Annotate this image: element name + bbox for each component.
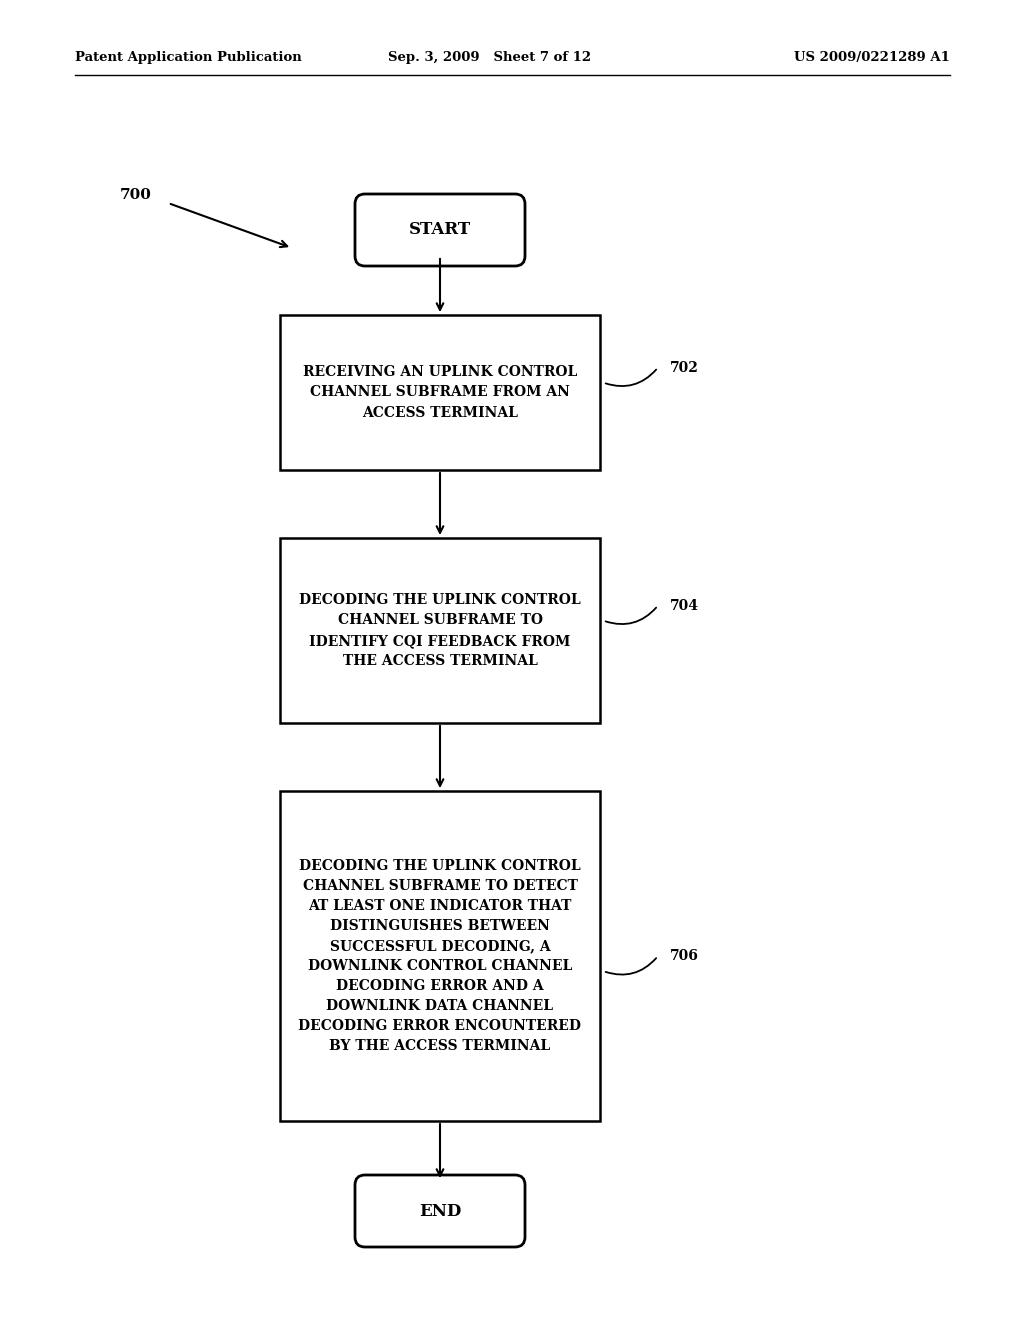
Text: Sep. 3, 2009   Sheet 7 of 12: Sep. 3, 2009 Sheet 7 of 12 xyxy=(388,51,592,65)
Text: RECEIVING AN UPLINK CONTROL
CHANNEL SUBFRAME FROM AN
ACCESS TERMINAL: RECEIVING AN UPLINK CONTROL CHANNEL SUBF… xyxy=(303,364,578,420)
Text: DECODING THE UPLINK CONTROL
CHANNEL SUBFRAME TO DETECT
AT LEAST ONE INDICATOR TH: DECODING THE UPLINK CONTROL CHANNEL SUBF… xyxy=(299,859,582,1053)
Text: START: START xyxy=(409,222,471,239)
Text: 704: 704 xyxy=(670,598,699,612)
Text: Patent Application Publication: Patent Application Publication xyxy=(75,51,302,65)
Text: END: END xyxy=(419,1203,461,1220)
Text: 706: 706 xyxy=(670,949,698,964)
FancyBboxPatch shape xyxy=(280,791,600,1121)
Text: 700: 700 xyxy=(120,187,152,202)
Text: DECODING THE UPLINK CONTROL
CHANNEL SUBFRAME TO
IDENTIFY CQI FEEDBACK FROM
THE A: DECODING THE UPLINK CONTROL CHANNEL SUBF… xyxy=(299,593,581,668)
FancyBboxPatch shape xyxy=(355,1175,525,1247)
Text: US 2009/0221289 A1: US 2009/0221289 A1 xyxy=(795,51,950,65)
Text: 702: 702 xyxy=(670,360,698,375)
FancyBboxPatch shape xyxy=(355,194,525,267)
FancyBboxPatch shape xyxy=(280,539,600,723)
FancyBboxPatch shape xyxy=(280,315,600,470)
